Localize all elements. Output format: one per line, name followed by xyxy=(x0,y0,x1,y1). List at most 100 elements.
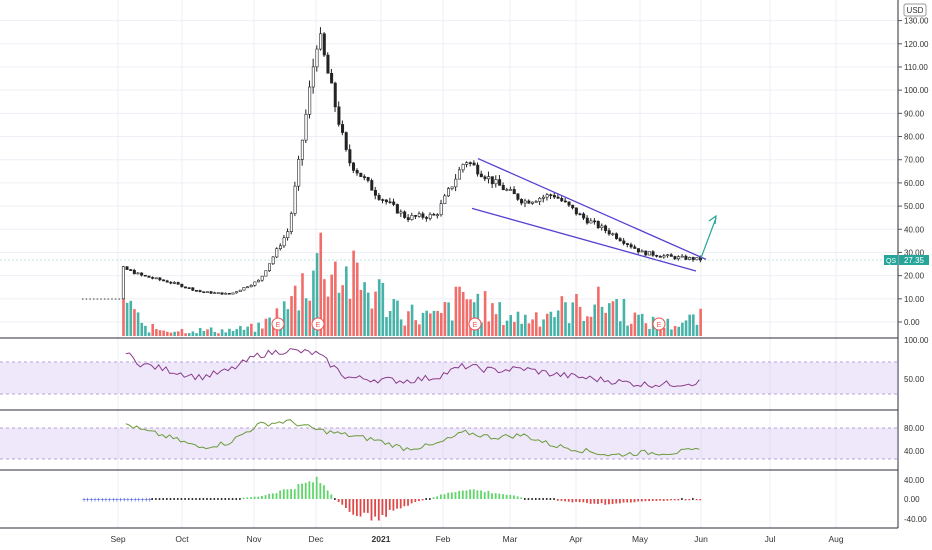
volume-bar xyxy=(158,330,162,336)
candle-body xyxy=(578,213,582,216)
volume-bar xyxy=(246,326,249,336)
macd-zero-bar xyxy=(213,498,216,500)
candle-body xyxy=(282,237,286,247)
macd-zero-bar xyxy=(545,498,548,500)
volume-bar xyxy=(293,285,297,336)
macd-bar xyxy=(502,494,504,499)
volume-bar xyxy=(502,325,505,336)
macd-bar xyxy=(374,499,377,517)
macd-bar xyxy=(567,499,570,502)
candle-body xyxy=(658,256,662,258)
macd-bar xyxy=(666,499,669,501)
candle-body xyxy=(315,48,319,68)
volume-bar xyxy=(297,310,301,336)
price-tick-label: 50.00 xyxy=(904,202,925,211)
macd-bar xyxy=(575,499,577,502)
candle-body xyxy=(490,176,494,185)
candle-body xyxy=(541,196,545,199)
price-dot xyxy=(103,298,106,300)
macd-bar xyxy=(608,499,610,505)
macd-tick-label: 0.00 xyxy=(904,495,920,504)
volume-bar xyxy=(494,314,498,336)
macd-bar xyxy=(304,482,307,499)
candle-body xyxy=(337,106,341,125)
volume-bar xyxy=(242,329,246,336)
macd-bar xyxy=(699,499,702,501)
macd-bar xyxy=(458,490,461,499)
volume-bar xyxy=(564,302,567,336)
macd-bar xyxy=(487,490,490,499)
candle-body xyxy=(615,233,619,239)
candle-body xyxy=(538,198,542,202)
volume-bar xyxy=(608,303,611,336)
candle-body xyxy=(406,217,410,220)
volume-bar xyxy=(432,310,436,336)
macd-bar xyxy=(469,489,472,499)
candle-body xyxy=(472,162,476,166)
macd-bar xyxy=(436,496,439,499)
macd-bar xyxy=(432,497,435,499)
macd-marker: + xyxy=(89,497,93,504)
volume-bar xyxy=(553,317,556,336)
candle-body xyxy=(381,199,385,201)
candle-body xyxy=(370,180,374,191)
price-tick-label: 120.00 xyxy=(904,40,929,49)
volume-bar xyxy=(677,326,681,336)
candle-body xyxy=(534,201,538,203)
volume-bar xyxy=(476,293,480,336)
time-axis[interactable]: Sep Oct Nov Dec 2021 Feb Mar Apr May Jun Jul Aug xyxy=(110,534,843,544)
macd-bar xyxy=(454,492,457,499)
stoch-band xyxy=(0,428,898,459)
volume-bar xyxy=(319,232,323,336)
price-dot xyxy=(118,298,121,300)
macd-zero-bar xyxy=(228,498,230,500)
rsi-tick-label: 100.00 xyxy=(904,336,929,345)
volume-bar xyxy=(231,331,235,336)
macd-bar xyxy=(655,499,658,501)
breakout-arrow xyxy=(700,217,717,259)
macd-marker: + xyxy=(144,497,148,504)
macd-zero-bar xyxy=(217,498,219,500)
macd-bar xyxy=(472,489,475,499)
earnings-marker xyxy=(271,317,285,331)
macd-bar xyxy=(629,499,632,503)
macd-bar xyxy=(505,494,508,499)
macd-bar xyxy=(640,499,643,502)
stoch-tick-label: 80.00 xyxy=(904,424,925,433)
macd-bar xyxy=(410,499,413,504)
volume-bar xyxy=(425,310,428,336)
volume-bar xyxy=(644,323,648,336)
candle-body xyxy=(531,201,535,204)
price-axis[interactable]: 130.00 120.00 110.00 100.00 90.00 80.00 70.00 6… xyxy=(898,3,929,524)
macd-bar xyxy=(399,499,402,509)
macd-bar xyxy=(348,499,351,512)
volume-bar xyxy=(600,306,604,336)
volume-bar xyxy=(407,311,410,336)
price-dot xyxy=(92,298,95,300)
time-label: Apr xyxy=(569,534,582,544)
candle-body xyxy=(636,248,640,253)
rsi-band xyxy=(0,362,898,394)
price-tick-label: 20.00 xyxy=(904,272,925,281)
volume-bar xyxy=(418,324,421,336)
volume-bar xyxy=(670,329,673,336)
macd-bar xyxy=(293,489,296,499)
candle-body xyxy=(205,291,209,293)
volume-bar xyxy=(366,292,370,336)
macd-bar xyxy=(385,499,387,517)
candle-body xyxy=(487,176,491,180)
volume-bar xyxy=(655,324,659,336)
candle-body xyxy=(238,289,242,292)
macd-bar xyxy=(301,483,303,499)
macd-bar xyxy=(622,499,625,503)
symbol-badge: QS xyxy=(886,258,896,265)
candle-body xyxy=(220,292,224,295)
volume-bar xyxy=(260,328,264,336)
macd-bar xyxy=(370,499,373,521)
volume-bar xyxy=(206,329,209,336)
candle-body xyxy=(147,275,151,278)
candle-body xyxy=(465,162,469,165)
candle-body xyxy=(326,54,330,74)
candle-body xyxy=(355,170,359,174)
candle-body xyxy=(607,230,611,235)
